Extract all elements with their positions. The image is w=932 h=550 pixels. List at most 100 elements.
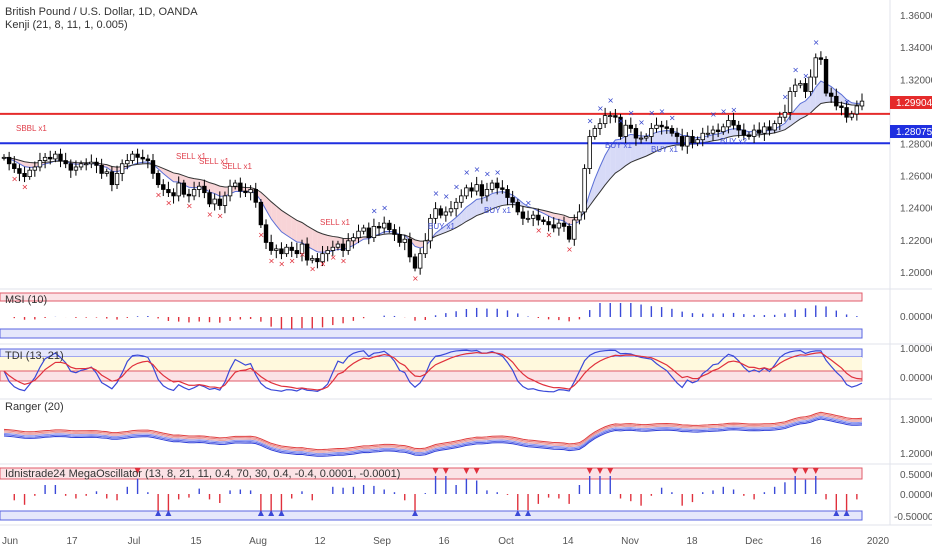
candle <box>361 224 366 235</box>
candle-body <box>248 189 253 194</box>
price-tick-label: 1.32000 <box>900 75 932 86</box>
candle <box>412 253 418 272</box>
candle <box>279 242 284 260</box>
candle-body <box>443 211 449 216</box>
ma-band-segment <box>209 182 215 194</box>
price-tick-label: 1.36000 <box>900 11 932 22</box>
x-tick-label: 15 <box>190 536 202 547</box>
candle-body <box>731 120 736 126</box>
support-resistance-levels <box>0 112 890 145</box>
candle <box>381 216 387 234</box>
candle-body <box>859 100 865 107</box>
ma-band-segment <box>553 213 559 220</box>
candle-body <box>602 115 608 125</box>
candle <box>58 148 63 168</box>
buy-cross-marker: × <box>802 72 809 81</box>
slow-ma-line <box>3 101 863 242</box>
candle <box>787 87 793 121</box>
ma-band-segment <box>718 132 724 140</box>
ma-band-segment <box>291 217 297 242</box>
candle <box>212 193 217 211</box>
candle <box>268 234 274 255</box>
candle <box>73 160 79 176</box>
candle <box>510 190 515 208</box>
candle-body <box>844 107 849 118</box>
candle-body <box>803 83 808 92</box>
candle <box>623 119 628 144</box>
candle-body <box>787 91 793 113</box>
candle-body <box>777 116 782 125</box>
candle-body <box>6 156 12 165</box>
candle-body <box>459 195 464 203</box>
candle <box>859 93 865 111</box>
candle <box>68 159 73 178</box>
price-tick-label: 1.34000 <box>900 43 932 54</box>
ma-band-segment <box>656 131 662 152</box>
candle <box>638 131 644 144</box>
candle-body <box>746 134 752 137</box>
candle-body <box>73 166 79 171</box>
candle <box>438 205 443 219</box>
ma-band-segment <box>605 146 611 185</box>
candle <box>839 101 844 116</box>
candle-body <box>736 124 741 131</box>
candle <box>109 166 115 192</box>
ma-band-segment <box>471 199 477 219</box>
candle-body <box>515 201 520 213</box>
mega-buy-triangle <box>833 510 840 516</box>
candle-body <box>638 137 644 140</box>
candle-body <box>109 171 115 186</box>
sell-label-top: SBBL x1 <box>16 124 47 133</box>
candle <box>284 244 289 257</box>
candle-body <box>150 160 156 174</box>
candle-body <box>325 250 330 255</box>
candle <box>587 129 592 175</box>
sell-cross-marker: × <box>268 256 275 265</box>
price-axis: 1.360001.340001.320001.306401.280001.260… <box>900 11 932 279</box>
candle <box>834 88 839 111</box>
candle-body <box>37 160 43 168</box>
candle <box>777 111 782 131</box>
ma-band-segment <box>548 211 554 219</box>
ma-band-segment <box>163 168 169 178</box>
candle-body <box>849 113 854 118</box>
buy-cross-marker: × <box>731 105 738 114</box>
ma-band-segment <box>635 135 642 161</box>
candle <box>520 206 526 225</box>
candle <box>828 87 834 103</box>
candle-body <box>366 227 371 239</box>
candle-body <box>289 246 294 251</box>
candle <box>387 219 392 233</box>
buy-cross-marker: × <box>597 104 604 113</box>
candle-body <box>721 126 726 133</box>
candle <box>505 185 510 206</box>
mega-buy-triangle <box>257 510 264 516</box>
candle-body <box>402 238 407 243</box>
sell-cross-marker: × <box>22 182 29 191</box>
sell-cross-marker: × <box>155 190 162 199</box>
candle-body <box>42 156 48 161</box>
candle <box>541 216 546 225</box>
candle-body <box>361 227 366 232</box>
candle-body <box>135 153 140 158</box>
candle-body <box>464 187 469 197</box>
candle <box>417 248 423 275</box>
ma-band-segment <box>497 191 503 208</box>
candle-body <box>417 253 423 269</box>
candle-body <box>53 153 58 160</box>
candle <box>453 197 459 217</box>
candle <box>53 150 58 163</box>
ma-band-segment <box>301 222 308 247</box>
candle <box>448 201 454 217</box>
ma-band-segment <box>476 198 482 216</box>
candle <box>37 152 43 172</box>
candle-body <box>351 237 356 242</box>
x-tick-label: 18 <box>686 536 698 547</box>
ranger-title: Ranger (20) <box>5 401 64 413</box>
candle-body <box>556 222 562 229</box>
candle <box>274 244 279 259</box>
candle <box>227 179 233 202</box>
